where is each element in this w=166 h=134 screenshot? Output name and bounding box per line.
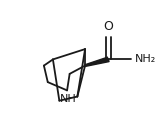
Text: O: O bbox=[103, 20, 113, 33]
Polygon shape bbox=[85, 57, 109, 66]
Text: NH₂: NH₂ bbox=[135, 54, 156, 64]
Text: NH: NH bbox=[60, 94, 77, 105]
